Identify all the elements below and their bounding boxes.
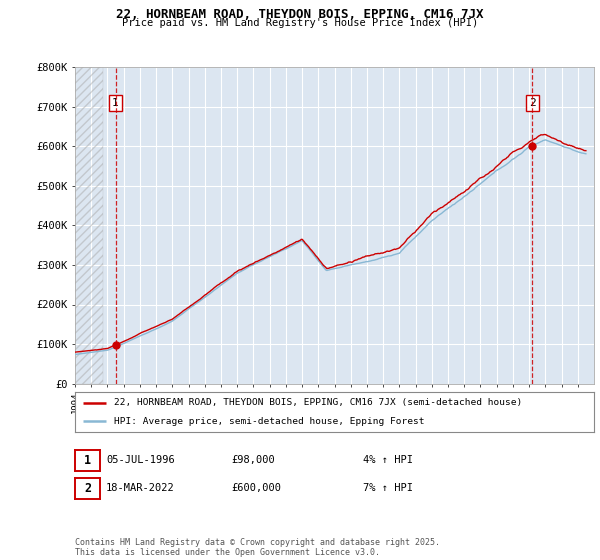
Text: 1: 1 [84,454,91,467]
Text: 1: 1 [112,98,119,108]
Text: 22, HORNBEAM ROAD, THEYDON BOIS, EPPING, CM16 7JX (semi-detached house): 22, HORNBEAM ROAD, THEYDON BOIS, EPPING,… [114,398,522,407]
Text: 2: 2 [84,482,91,495]
Bar [75,67,103,384]
Text: HPI: Average price, semi-detached house, Epping Forest: HPI: Average price, semi-detached house,… [114,417,424,426]
Text: 4% ↑ HPI: 4% ↑ HPI [363,455,413,465]
Text: 05-JUL-1996: 05-JUL-1996 [106,455,175,465]
Text: Contains HM Land Registry data © Crown copyright and database right 2025.
This d: Contains HM Land Registry data © Crown c… [75,538,440,557]
Text: 2: 2 [529,98,536,108]
Text: 7% ↑ HPI: 7% ↑ HPI [363,483,413,493]
Text: 22, HORNBEAM ROAD, THEYDON BOIS, EPPING, CM16 7JX: 22, HORNBEAM ROAD, THEYDON BOIS, EPPING,… [116,8,484,21]
Text: £98,000: £98,000 [231,455,275,465]
Text: 18-MAR-2022: 18-MAR-2022 [106,483,175,493]
Text: £600,000: £600,000 [231,483,281,493]
Text: Price paid vs. HM Land Registry's House Price Index (HPI): Price paid vs. HM Land Registry's House … [122,18,478,29]
